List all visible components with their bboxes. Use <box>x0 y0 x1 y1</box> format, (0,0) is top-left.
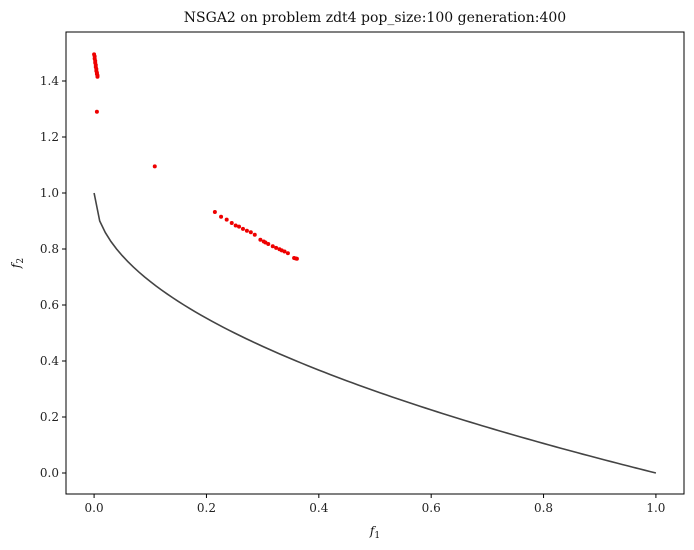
y-tick-label: 0.8 <box>40 242 59 256</box>
scatter-point <box>233 223 238 228</box>
scatter-point <box>229 220 234 225</box>
x-tick-label: 0.2 <box>197 501 216 515</box>
scatter-point <box>274 245 279 250</box>
x-tick-label: 1.0 <box>646 501 665 515</box>
y-tick-label: 1.2 <box>40 130 59 144</box>
y-axis-label-sub: 2 <box>16 258 26 264</box>
scatter-point <box>270 244 275 249</box>
y-tick-label: 0.4 <box>40 354 59 368</box>
x-tick-label: 0.4 <box>309 501 328 515</box>
series-layer <box>92 52 657 474</box>
scatter-point <box>266 241 271 246</box>
y-axis-label-base: f <box>9 261 23 269</box>
x-tick-label: 0.8 <box>534 501 553 515</box>
scatter-point <box>240 226 245 231</box>
y-tick-label: 0.0 <box>40 466 59 480</box>
scatter-point <box>94 109 99 114</box>
y-tick-label: 0.6 <box>40 298 59 312</box>
scatter-point <box>282 249 287 254</box>
scatter-point <box>224 217 229 222</box>
y-axis-label: f2 <box>9 258 26 269</box>
scatter-point <box>95 74 100 79</box>
scatter-point <box>237 224 242 229</box>
plot-frame <box>65 31 685 495</box>
x-axis-label: f1 <box>369 524 380 541</box>
scatter-point <box>244 228 249 233</box>
scatter-point <box>248 230 253 235</box>
scatter-point <box>285 251 290 256</box>
x-axis: 0.0 0.2 0.4 0.6 0.8 1.0 <box>85 494 665 515</box>
scatter-point <box>212 210 217 215</box>
x-tick-label: 0.0 <box>85 501 104 515</box>
scatter-point <box>152 164 157 169</box>
x-axis-label-sub: 1 <box>374 531 380 541</box>
x-axis-label-base: f <box>369 524 377 538</box>
y-tick-label: 1.4 <box>40 74 59 88</box>
y-tick-label: 0.2 <box>40 410 59 424</box>
x-tick-label: 0.6 <box>422 501 441 515</box>
scatter-point <box>252 232 257 237</box>
y-axis: 0.0 0.2 0.4 0.6 0.8 1.0 1.2 1.4 <box>40 74 66 480</box>
chart-title: NSGA2 on problem zdt4 pop_size:100 gener… <box>184 10 566 26</box>
scatter-point <box>219 214 224 219</box>
y-tick-label: 1.0 <box>40 186 59 200</box>
pareto-front-line <box>93 192 657 474</box>
scatter-point <box>258 237 263 242</box>
scatter-point <box>294 256 299 261</box>
